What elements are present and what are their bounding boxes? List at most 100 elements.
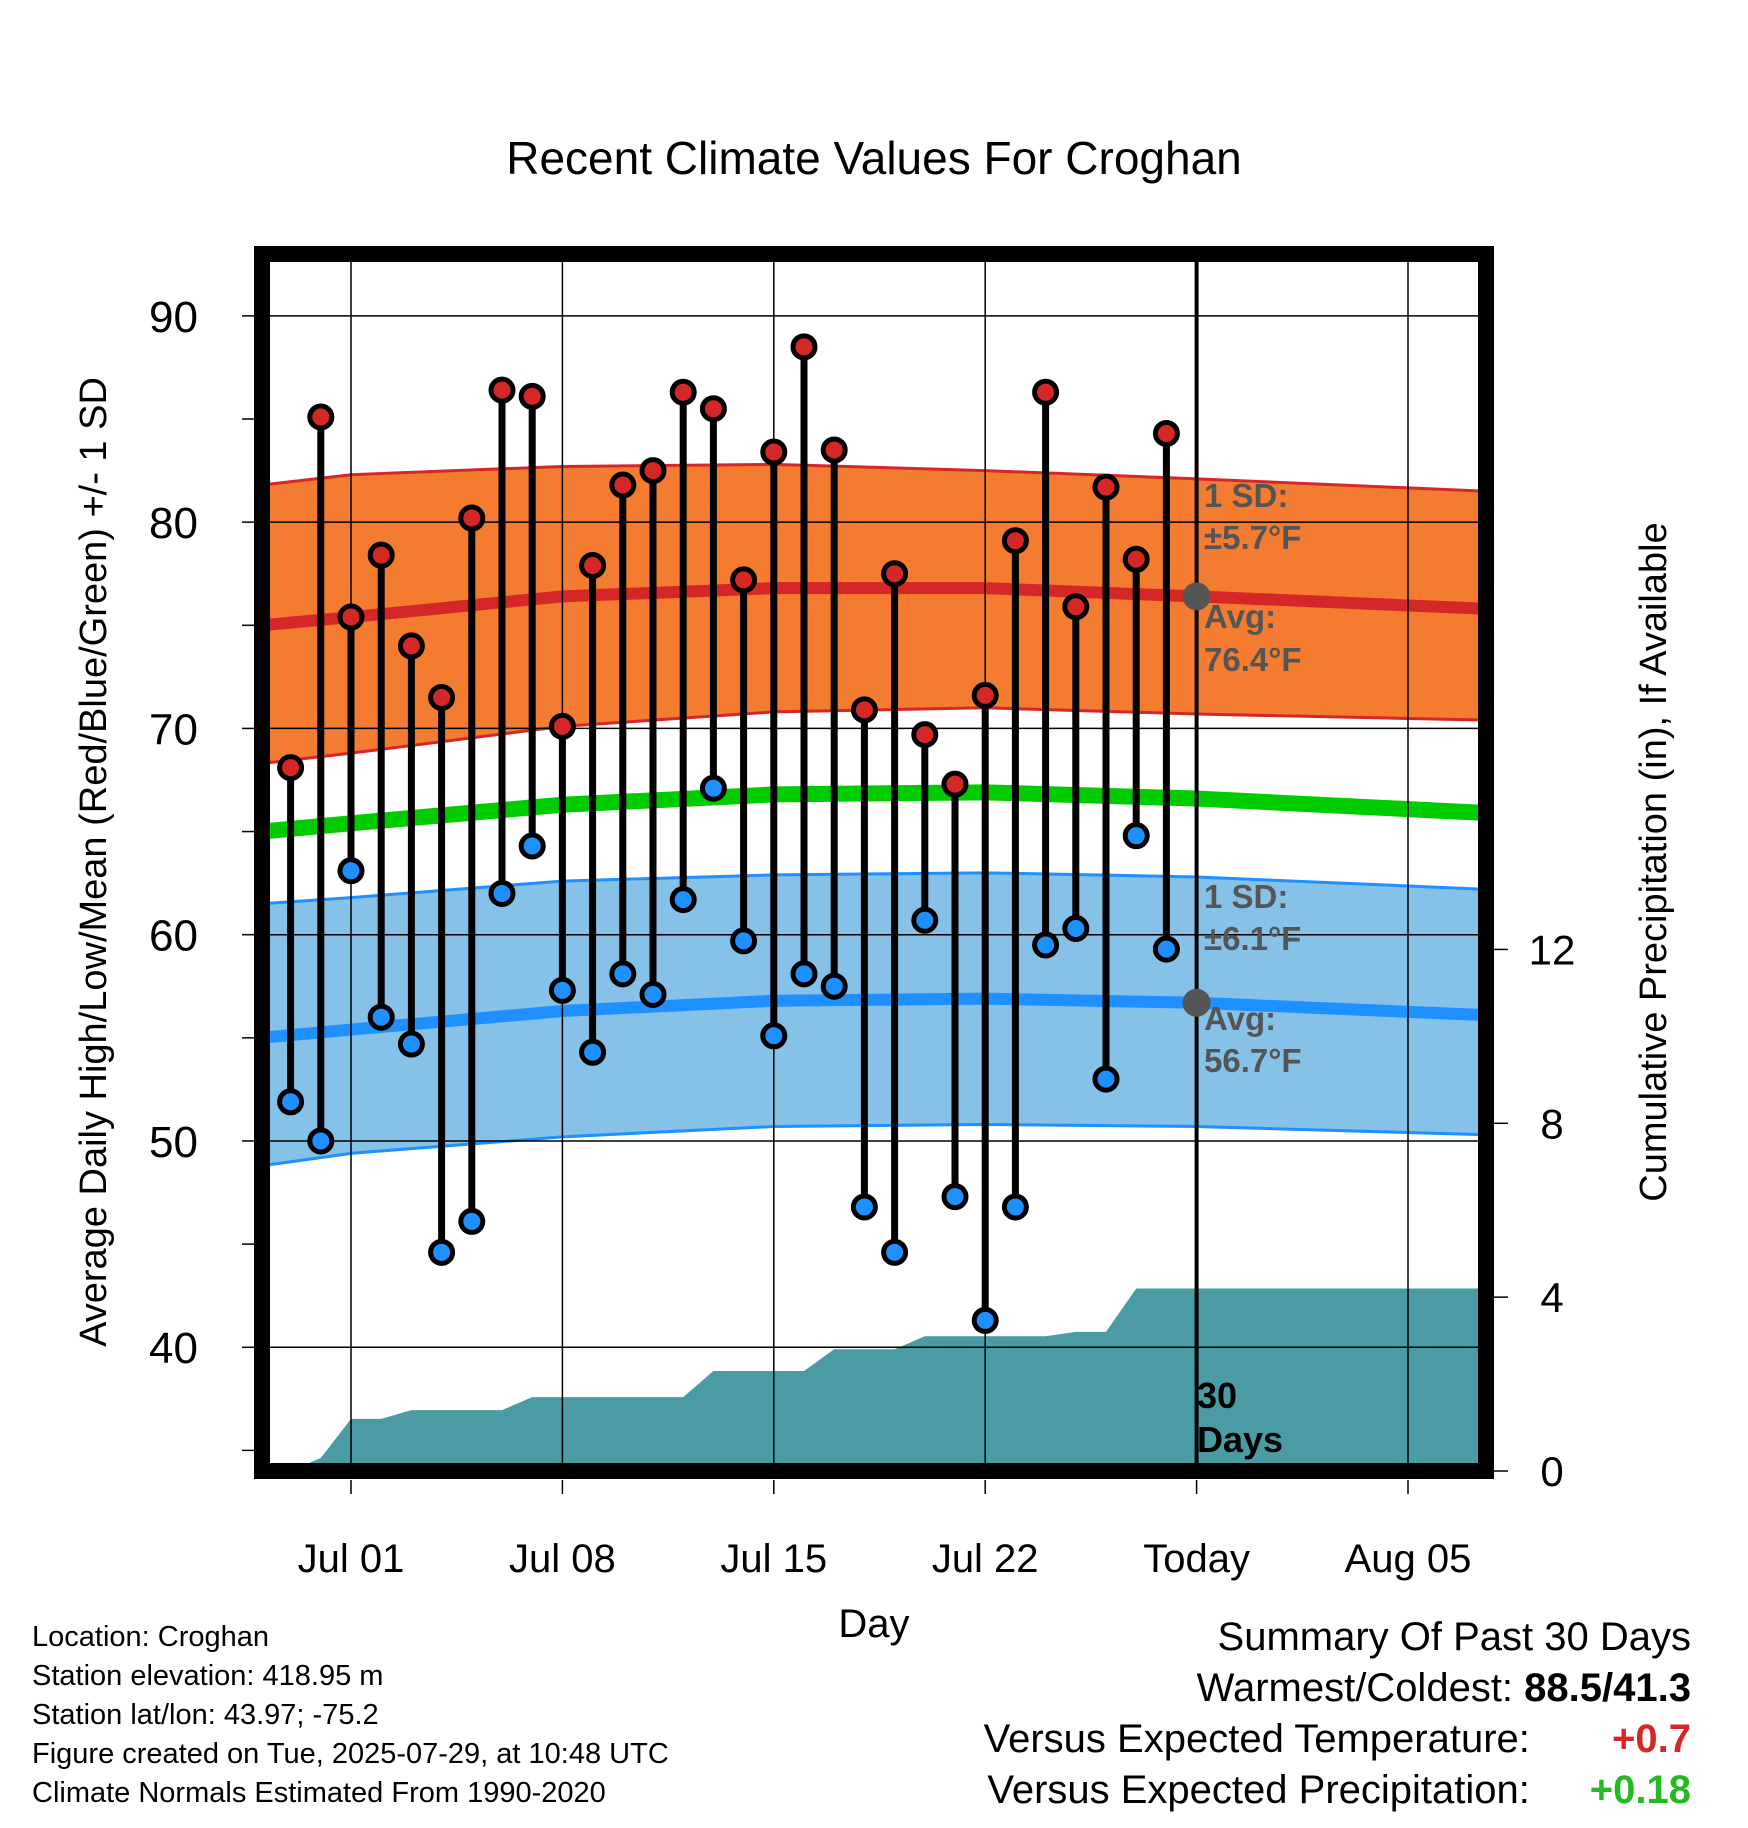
daily-high-point: [730, 566, 758, 594]
daily-high-point: [790, 333, 818, 361]
station-info: Location: Croghan Station elevation: 418…: [32, 1618, 669, 1813]
daily-low-point: [488, 879, 516, 907]
daily-low-point: [820, 972, 848, 1000]
daily-low-point: [337, 857, 365, 885]
x-tick-label: Jul 01: [298, 1537, 405, 1581]
daily-low-point: [458, 1207, 486, 1235]
daily-low-point: [307, 1127, 335, 1155]
daily-low-point: [1062, 915, 1090, 943]
x-tick-label: Aug 05: [1345, 1537, 1472, 1581]
daily-low-point: [367, 1003, 395, 1031]
location-text: Location: Croghan: [32, 1621, 269, 1653]
temp-label: Versus Expected Temperature:: [983, 1717, 1530, 1761]
daily-high-point: [609, 471, 637, 499]
right-tick-label: 0: [1540, 1448, 1563, 1495]
daily-high-point: [1032, 378, 1060, 406]
low-sd-band: [262, 872, 1486, 1166]
daily-low-point: [277, 1088, 305, 1116]
daily-high-point: [488, 376, 516, 404]
daily-low-point: [639, 981, 667, 1009]
normals-text: Climate Normals Estimated From 1990-2020: [32, 1777, 606, 1809]
daily-low-point: [881, 1238, 909, 1266]
daily-high-point: [760, 438, 788, 466]
temp-value: +0.7: [1612, 1717, 1691, 1761]
x-tick-label: Jul 15: [720, 1537, 827, 1581]
x-tick-label: Jul 08: [509, 1537, 616, 1581]
created-text: Figure created on Tue, 2025-07-29, at 10…: [32, 1738, 669, 1770]
left-axis-title: Average Daily High/Low/Mean (Red/Blue/Gr…: [73, 377, 115, 1347]
plot-frame: [254, 246, 1494, 1479]
summary-precip: Versus Expected Precipitation: +0.18: [984, 1765, 1691, 1816]
days-label-text: Days: [1197, 1419, 1283, 1460]
normal-high-marker: [1182, 582, 1211, 611]
days-label-number: 30: [1197, 1375, 1237, 1416]
latlon-text: Station lat/lon: 43.97; -75.2: [32, 1699, 379, 1731]
left-tick-label: 50: [149, 1118, 198, 1167]
low-sd-value: ±6.1°F: [1204, 920, 1301, 957]
right-tick-label: 4: [1540, 1274, 1563, 1321]
x-tick-label: Jul 22: [932, 1537, 1039, 1581]
daily-low-point: [911, 906, 939, 934]
daily-low-point: [760, 1022, 788, 1050]
x-axis-title: Day: [838, 1602, 909, 1646]
left-tick-label: 90: [149, 293, 198, 342]
elevation-text: Station elevation: 418.95 m: [32, 1660, 384, 1692]
right-tick-label: 8: [1540, 1100, 1563, 1147]
left-tick-label: 40: [149, 1324, 198, 1373]
daily-low-point: [609, 960, 637, 988]
daily-low-point: [397, 1030, 425, 1058]
daily-high-point: [1122, 545, 1150, 573]
summary-panel: Summary Of Past 30 Days Warmest/Coldest:…: [984, 1612, 1691, 1816]
daily-high-point: [1152, 419, 1180, 447]
daily-high-point: [699, 395, 727, 423]
left-tick-label: 70: [149, 705, 198, 754]
daily-high-point: [337, 603, 365, 631]
high-avg-label: Avg:: [1204, 598, 1276, 635]
daily-low-point: [428, 1238, 456, 1266]
left-tick-label: 60: [149, 912, 198, 961]
daily-high-point: [911, 721, 939, 749]
daily-low-point: [1092, 1065, 1120, 1093]
low-avg-label: Avg:: [1204, 1000, 1276, 1037]
daily-high-point: [820, 436, 848, 464]
precip-area: [262, 1288, 1486, 1471]
daily-high-point: [669, 378, 697, 406]
high-sd-label: 1 SD:: [1204, 477, 1288, 514]
high-sd-band: [262, 464, 1486, 764]
daily-high-point: [1001, 527, 1029, 555]
summary-temp: Versus Expected Temperature: +0.7: [984, 1714, 1691, 1765]
daily-low-point: [1152, 935, 1180, 963]
low-avg-value: 56.7°F: [1204, 1042, 1302, 1079]
daily-high-point: [307, 403, 335, 431]
right-tick-label: 12: [1529, 926, 1576, 973]
low-sd-label: 1 SD:: [1204, 878, 1288, 915]
daily-high-point: [941, 770, 969, 798]
daily-low-point: [730, 927, 758, 955]
normal-mean-line: [262, 784, 1486, 840]
high-avg-value: 76.4°F: [1204, 641, 1302, 678]
precip-label: Versus Expected Precipitation:: [987, 1768, 1530, 1812]
daily-low-point: [941, 1183, 969, 1211]
chart-title: Recent Climate Values For Croghan: [506, 132, 1241, 184]
daily-high-point: [548, 712, 576, 740]
daily-low-point: [518, 832, 546, 860]
daily-high-point: [458, 504, 486, 532]
daily-high-point: [277, 754, 305, 782]
daily-high-point: [397, 632, 425, 660]
daily-high-point: [367, 541, 395, 569]
right-axis-title: Cumulative Precipitation (in), If Availa…: [1633, 522, 1675, 1201]
daily-low-point: [1122, 822, 1150, 850]
precip-value: +0.18: [1589, 1768, 1691, 1812]
daily-high-point: [881, 560, 909, 588]
plot-area: [262, 254, 1486, 1471]
daily-low-point: [669, 886, 697, 914]
high-sd-value: ±5.7°F: [1204, 519, 1301, 556]
daily-low-point: [1032, 931, 1060, 959]
daily-high-point: [579, 551, 607, 579]
warm-cold-label: Warmest/Coldest:: [1196, 1666, 1514, 1710]
daily-low-point: [790, 960, 818, 988]
daily-low-point: [1001, 1193, 1029, 1221]
normal-low-marker: [1182, 988, 1211, 1017]
x-tick-label: Today: [1143, 1537, 1250, 1581]
